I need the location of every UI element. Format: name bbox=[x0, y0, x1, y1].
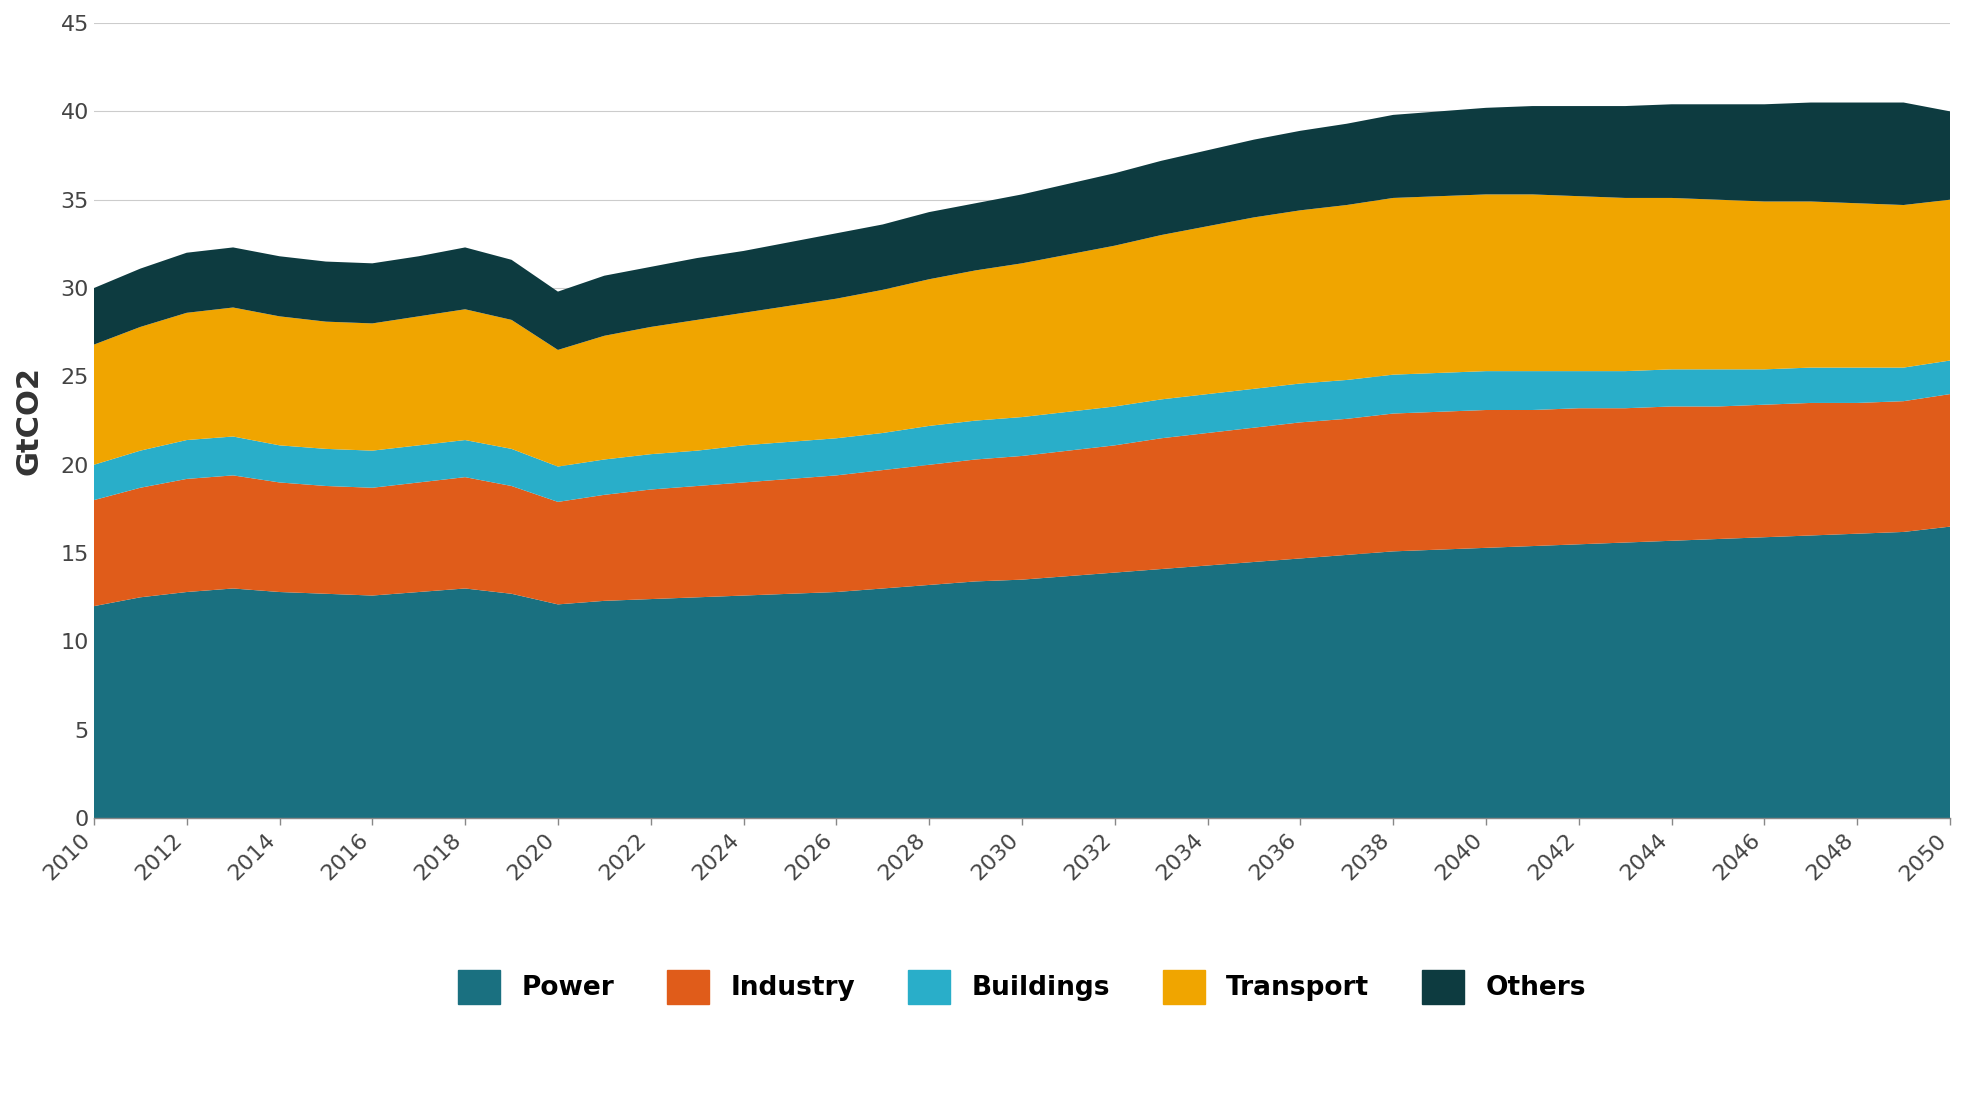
Legend: Power, Industry, Buildings, Transport, Others: Power, Industry, Buildings, Transport, O… bbox=[458, 970, 1585, 1004]
Y-axis label: GtCO2: GtCO2 bbox=[16, 366, 43, 475]
